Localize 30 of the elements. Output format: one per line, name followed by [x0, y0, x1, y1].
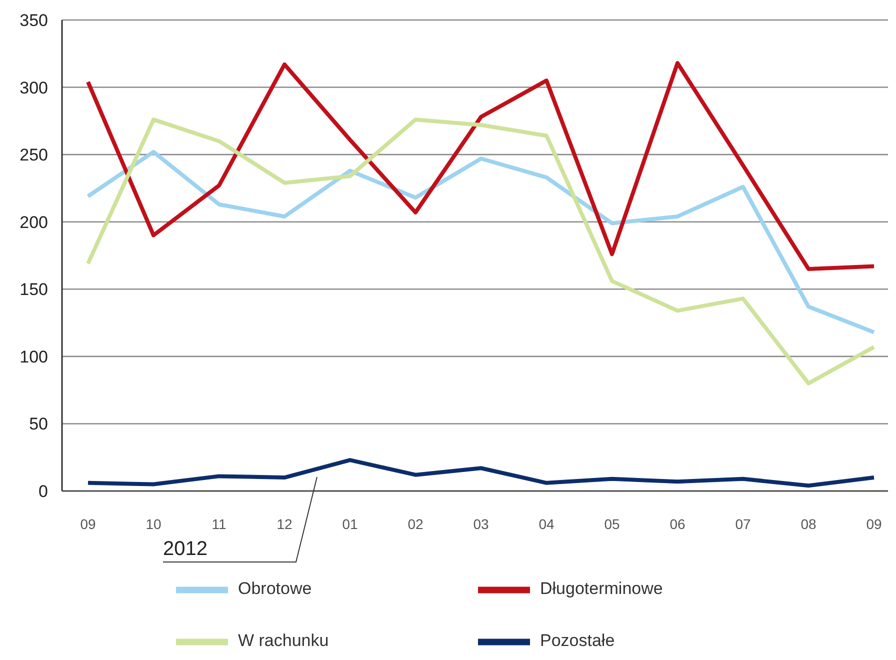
x-tick-label: 07: [735, 516, 751, 532]
y-tick-label: 0: [38, 482, 48, 502]
line-series: [86, 458, 876, 488]
x-tick-label: 06: [670, 516, 686, 532]
x-tick-label: 03: [473, 516, 489, 532]
line-series: [86, 150, 876, 334]
y-tick-label: 150: [20, 280, 48, 300]
x-tick-label: 04: [538, 516, 554, 532]
x-tick-label: 08: [800, 516, 816, 532]
x-tick-label: 10: [146, 516, 162, 532]
text: 2012: [163, 538, 208, 561]
legend-label: Pozostałe: [539, 630, 616, 652]
x-tick-label: 12: [276, 516, 292, 532]
y-tick-label: 300: [20, 78, 48, 98]
y-tick-label: 50: [29, 414, 48, 434]
line-series: [86, 118, 876, 386]
x-tick-label: 05: [604, 516, 620, 532]
legend-label: Obrotowe: [237, 578, 313, 600]
legend-label: W rachunku: [237, 630, 330, 652]
y-tick-label: 250: [20, 146, 48, 165]
x-tick-label: 09: [80, 516, 96, 532]
y-tick-label: 200: [20, 212, 48, 232]
x-tick-label: 09: [866, 516, 882, 532]
x-tick-label: 01: [342, 516, 358, 532]
line-series: [86, 61, 876, 271]
y-tick-label: 100: [20, 347, 48, 366]
legend-label: Długoterminowe: [539, 578, 664, 600]
x-tick-label: 02: [408, 516, 424, 532]
y-tick-label: 350: [20, 11, 48, 30]
x-tick-label: 11: [212, 516, 226, 532]
